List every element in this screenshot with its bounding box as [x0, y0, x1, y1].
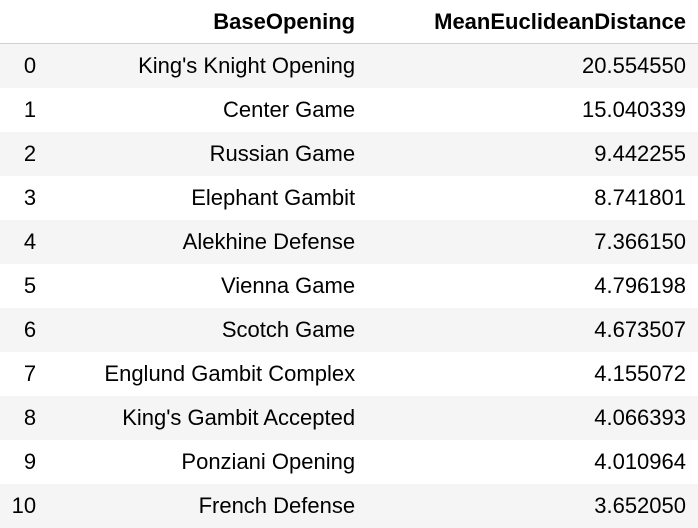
- row-index: 9: [0, 440, 38, 484]
- header-index: [0, 0, 38, 44]
- cell-base-opening: Englund Gambit Complex: [38, 352, 367, 396]
- cell-base-opening: King's Gambit Accepted: [38, 396, 367, 440]
- row-index-label: 1: [24, 88, 38, 132]
- table-row: 0 King's Knight Opening 20.554550: [0, 44, 698, 89]
- table-row: 6 Scotch Game 4.673507: [0, 308, 698, 352]
- table-row: 3 Elephant Gambit 8.741801: [0, 176, 698, 220]
- cell-base-opening: Alekhine Defense: [38, 220, 367, 264]
- row-index-label: 9: [24, 440, 38, 484]
- cell-base-opening: Center Game: [38, 88, 367, 132]
- table-row: 4 Alekhine Defense 7.366150: [0, 220, 698, 264]
- row-index-label: 4: [24, 220, 38, 264]
- row-index: 8: [0, 396, 38, 440]
- cell-mean-distance: 15.040339: [367, 88, 698, 132]
- row-index: 0: [0, 44, 38, 89]
- cell-mean-distance: 3.652050: [367, 484, 698, 528]
- table-row: 8 King's Gambit Accepted 4.066393: [0, 396, 698, 440]
- cell-mean-distance: 8.741801: [367, 176, 698, 220]
- header-base-opening: BaseOpening: [38, 0, 367, 44]
- row-index-label: 5: [24, 264, 38, 308]
- table-row: 2 Russian Game 9.442255: [0, 132, 698, 176]
- header-mean-euclidean-distance: MeanEuclideanDistance: [367, 0, 698, 44]
- row-index-label: 0: [24, 44, 38, 88]
- row-index: 1: [0, 88, 38, 132]
- row-index: 7: [0, 352, 38, 396]
- table-row: 1 Center Game 15.040339: [0, 88, 698, 132]
- row-index-label: 3: [24, 176, 38, 220]
- row-index: 3: [0, 176, 38, 220]
- table-row: 10 French Defense 3.652050: [0, 484, 698, 528]
- table-row: 9 Ponziani Opening 4.010964: [0, 440, 698, 484]
- row-index: 5: [0, 264, 38, 308]
- cell-mean-distance: 4.066393: [367, 396, 698, 440]
- cell-base-opening: Ponziani Opening: [38, 440, 367, 484]
- cell-mean-distance: 4.796198: [367, 264, 698, 308]
- cell-base-opening: Scotch Game: [38, 308, 367, 352]
- row-index-label: 8: [24, 396, 38, 440]
- row-index-label: 7: [24, 352, 38, 396]
- cell-mean-distance: 4.155072: [367, 352, 698, 396]
- cell-base-opening: Russian Game: [38, 132, 367, 176]
- row-index-label: 2: [24, 132, 38, 176]
- cell-mean-distance: 7.366150: [367, 220, 698, 264]
- cell-mean-distance: 20.554550: [367, 44, 698, 89]
- cell-mean-distance: 4.010964: [367, 440, 698, 484]
- cell-base-opening: Vienna Game: [38, 264, 367, 308]
- row-index-label: 6: [24, 308, 38, 352]
- cell-base-opening: Elephant Gambit: [38, 176, 367, 220]
- row-index: 4: [0, 220, 38, 264]
- table-row: 7 Englund Gambit Complex 4.155072: [0, 352, 698, 396]
- row-index-label: 10: [12, 484, 38, 528]
- table-row: 5 Vienna Game 4.796198: [0, 264, 698, 308]
- row-index: 6: [0, 308, 38, 352]
- row-index: 10: [0, 484, 38, 528]
- header-row: BaseOpening MeanEuclideanDistance: [0, 0, 698, 44]
- table-body: 0 King's Knight Opening 20.554550 1 Cent…: [0, 44, 698, 528]
- cell-base-opening: King's Knight Opening: [38, 44, 367, 89]
- cell-base-opening: French Defense: [38, 484, 367, 528]
- cell-mean-distance: 4.673507: [367, 308, 698, 352]
- table-header: BaseOpening MeanEuclideanDistance: [0, 0, 698, 44]
- cell-mean-distance: 9.442255: [367, 132, 698, 176]
- row-index: 2: [0, 132, 38, 176]
